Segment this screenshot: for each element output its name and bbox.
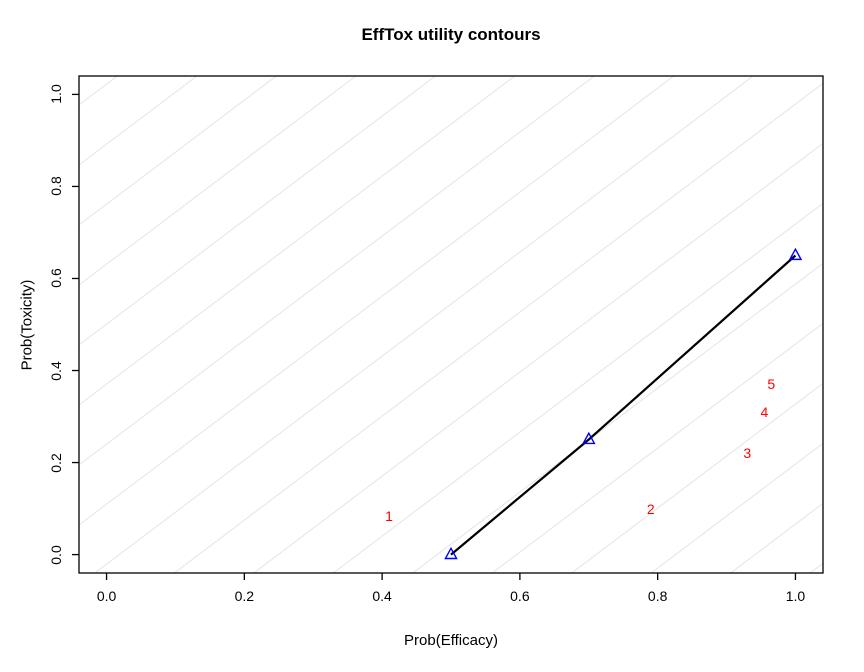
- contour-guide-line: [79, 76, 437, 346]
- axis-tick-marks: [72, 93, 797, 580]
- chart-title: EffTox utility contours: [361, 25, 541, 44]
- x-tick-label: 0.0: [96, 588, 117, 604]
- contour-guide-line: [570, 382, 823, 573]
- contour-guide-line: [94, 76, 755, 573]
- y-tick-label: 1.0: [48, 84, 64, 105]
- x-tick-label: 1.0: [785, 588, 806, 604]
- y-axis-label: Prob(Toxicity): [18, 279, 36, 371]
- contour-guide-line: [79, 76, 357, 286]
- hinge-point-triangle-marker: [788, 247, 803, 261]
- contour-guide-line: [79, 76, 516, 406]
- plot-box: [78, 75, 824, 574]
- y-tick-label: 0.0: [48, 544, 64, 565]
- contour-guide-line: [79, 76, 596, 466]
- contour-guide-line: [79, 76, 119, 106]
- contour-guide-line: [79, 76, 675, 526]
- dose-label-1: 1: [385, 507, 393, 524]
- contour-guide-line: [253, 142, 823, 573]
- dose-label-2: 2: [646, 500, 655, 517]
- y-tick-label: 0.4: [48, 360, 64, 381]
- y-tick-label: 0.6: [48, 268, 64, 289]
- x-tick-label: 0.8: [647, 588, 668, 604]
- contour-guide-line: [650, 442, 823, 573]
- hinge-point-triangle-marker: [581, 431, 596, 445]
- dose-label-3: 3: [743, 445, 752, 462]
- contour-guide-line: [809, 562, 823, 573]
- contour-guide-line: [332, 202, 823, 573]
- y-tick-label: 0.2: [48, 452, 64, 473]
- x-axis-label: Prob(Efficacy): [404, 632, 498, 649]
- neutral-utility-contour-line: [450, 254, 797, 556]
- x-tick-label: 0.4: [372, 588, 392, 604]
- x-tick-label: 0.2: [234, 588, 255, 604]
- utility-contour-guide-lines: [79, 76, 823, 573]
- contour-guide-line: [173, 82, 823, 573]
- dose-label-5: 5: [767, 376, 776, 393]
- contour-guide-line: [411, 262, 823, 573]
- y-tick-label: 0.8: [48, 176, 64, 197]
- x-tick-label: 0.6: [510, 588, 530, 604]
- hinge-point-triangle-marker: [444, 546, 458, 560]
- contour-guide-line: [491, 322, 823, 573]
- contour-guide-line: [79, 76, 278, 226]
- dose-label-4: 4: [760, 403, 769, 420]
